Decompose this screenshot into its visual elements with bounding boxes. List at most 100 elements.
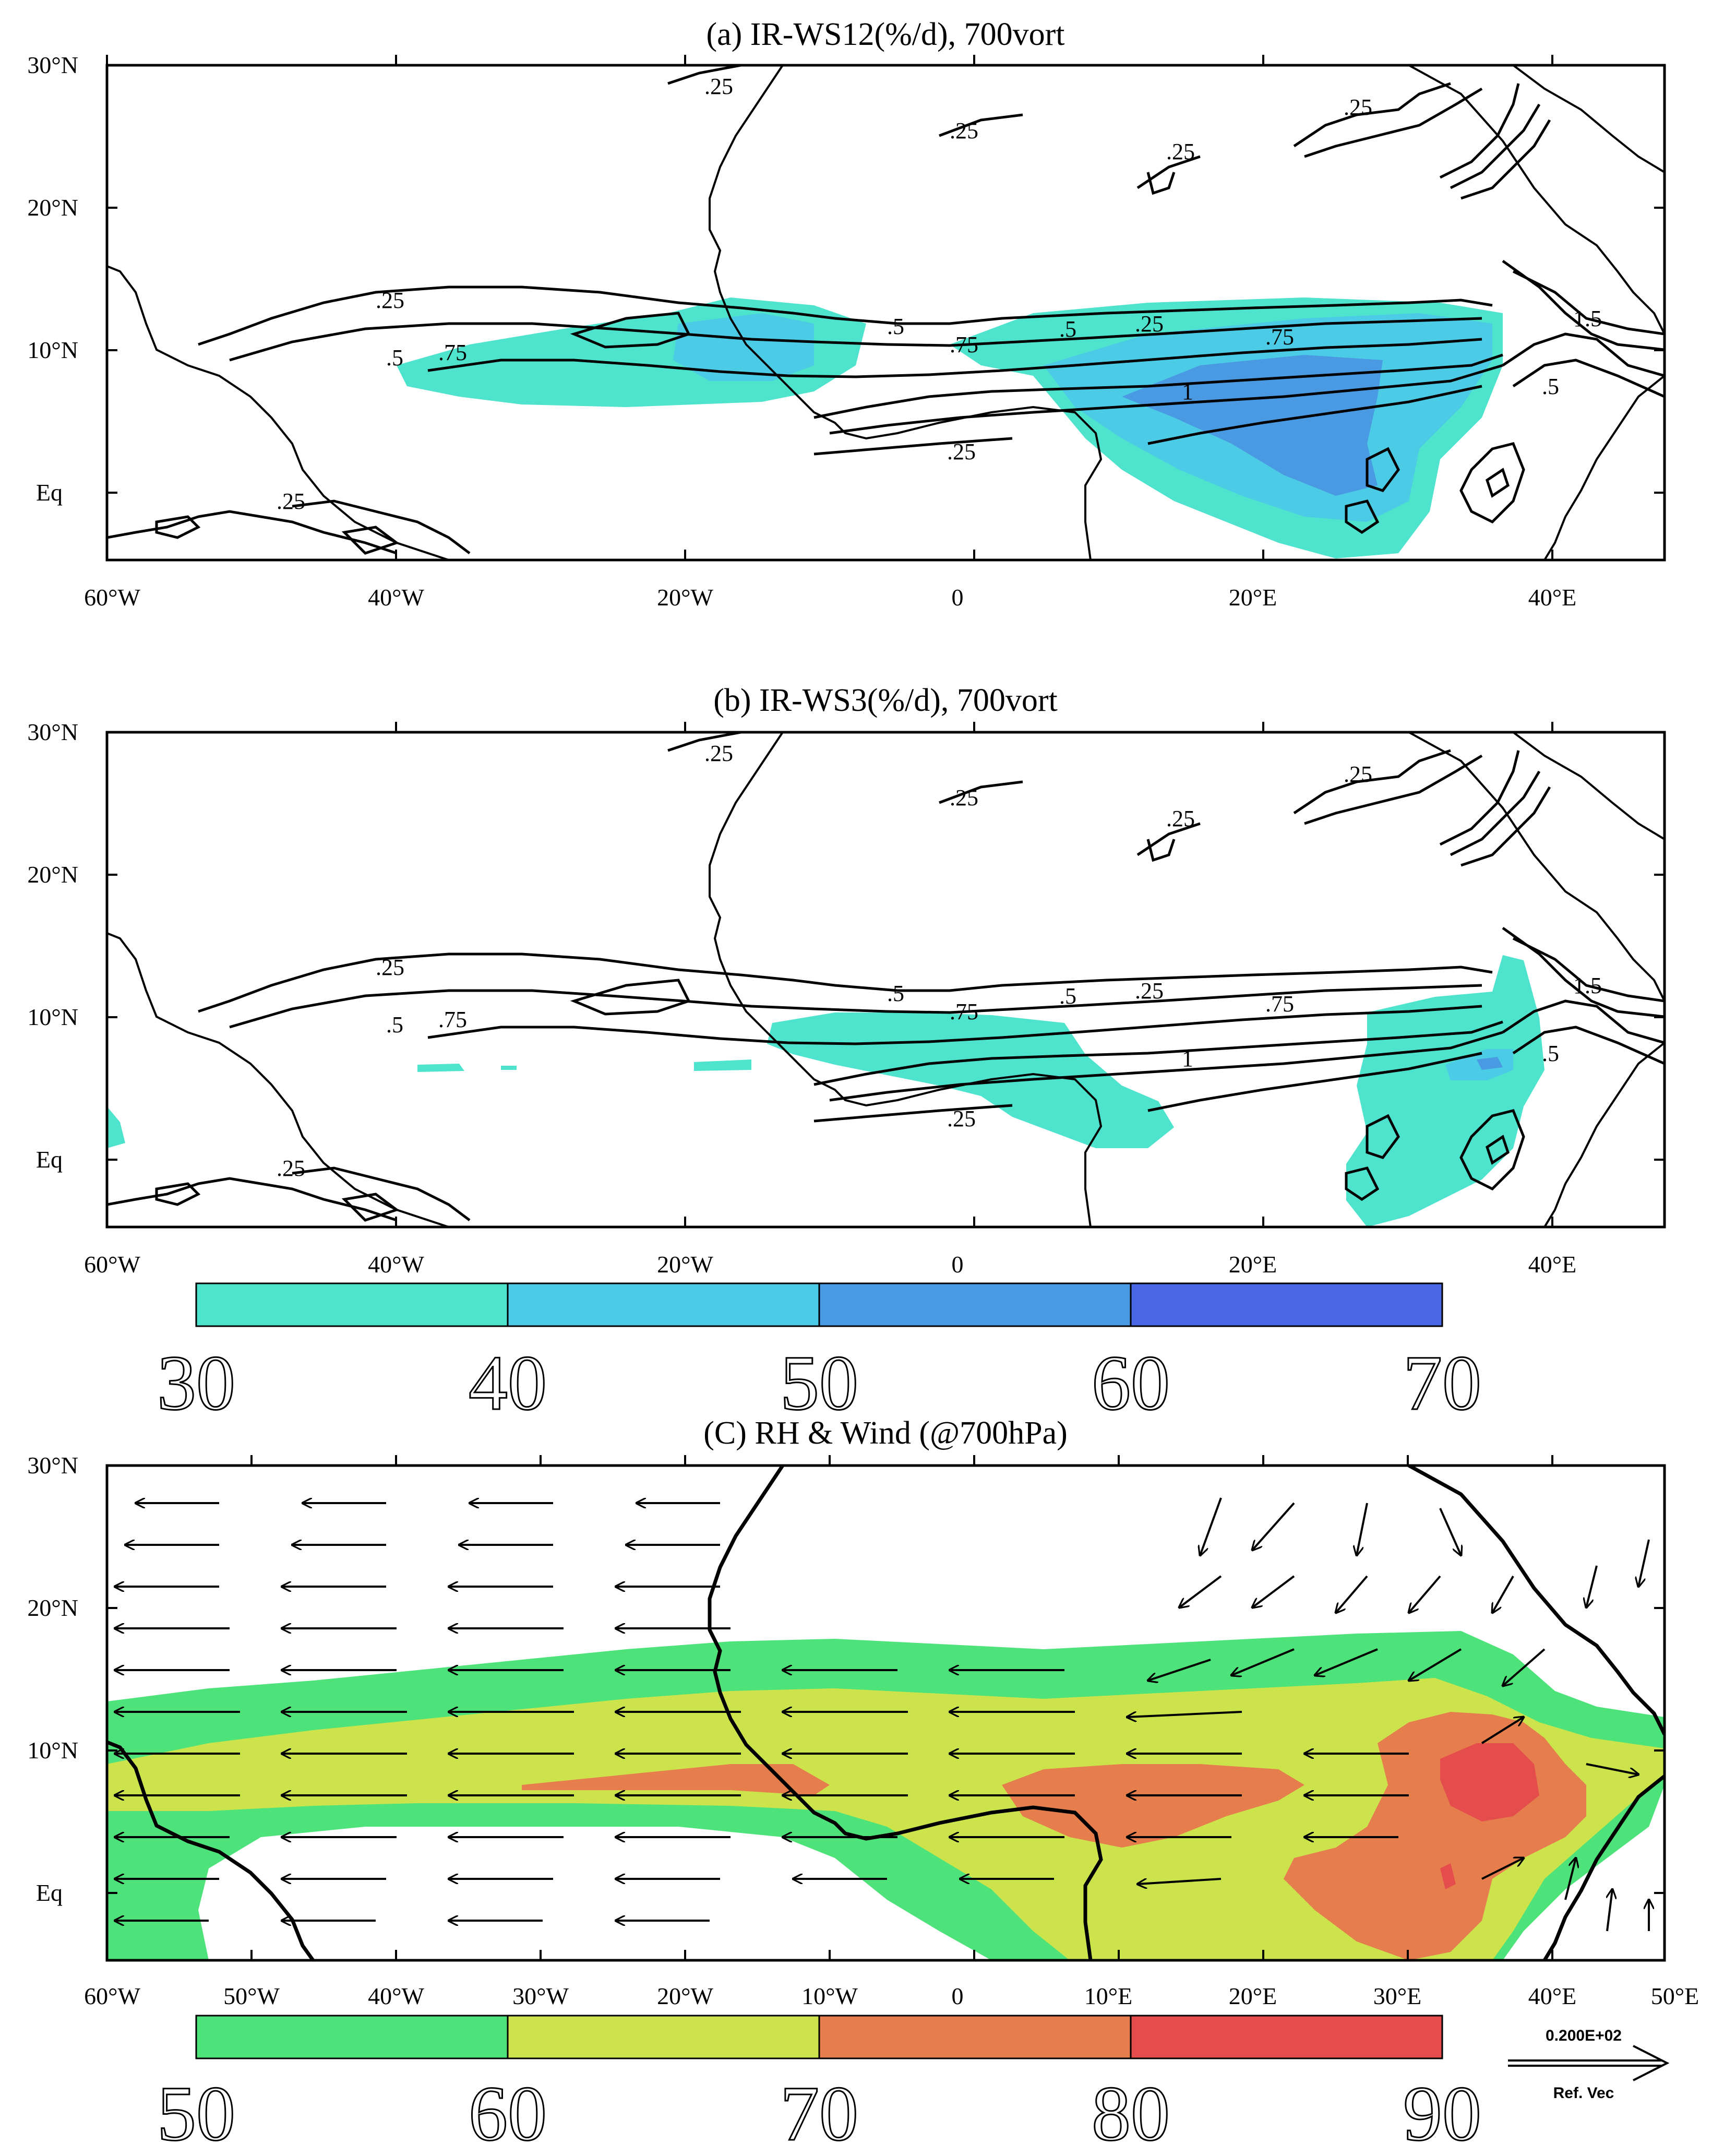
y-tick-label: Eq (36, 1879, 63, 1906)
contour-label: 1 (1182, 1046, 1193, 1071)
shade-30-40 (767, 1013, 1174, 1148)
x-tick-label: 60°W (84, 1251, 140, 1278)
x-tick-label: 40°E (1528, 1251, 1577, 1278)
contour-label: .25 (277, 489, 305, 514)
shade-30-40 (417, 1064, 464, 1072)
contour-label: .25 (704, 74, 733, 99)
panel-b-map: .25 .25 .25 .25 .25 .5 .75 .5 .75 .5 .25… (107, 732, 1665, 1227)
panel-c-x-ticks: 60°W 50°W 40°W 30°W 20°W 10°W 0 10°E 20°… (84, 1983, 1699, 2009)
rh-60-70 (107, 1678, 1665, 1960)
contour-label: .75 (1265, 991, 1294, 1017)
x-tick-label: 50°E (1651, 1983, 1699, 2009)
colorbar-1-swatch (1130, 1282, 1443, 1327)
y-tick-label: 20°N (27, 1594, 78, 1621)
colorbar-2-label: 80 (1092, 2070, 1170, 2156)
colorbar-1: 30 40 50 60 70 (157, 1282, 1482, 1427)
contour-label: .25 (704, 741, 733, 766)
x-tick-label: 40°E (1528, 1983, 1577, 2009)
colorbar-1-label: 50 (780, 1340, 858, 1426)
reference-arrow-icon (1508, 2045, 1670, 2081)
contour-label: .5 (887, 314, 904, 339)
contour-label: .75 (438, 340, 467, 365)
contour-label: .5 (386, 1012, 403, 1038)
x-tick-label: 0 (952, 1983, 964, 2009)
colorbar-1-label: 40 (469, 1340, 547, 1426)
panel-c-title: (C) RH & Wind (@700hPa) (703, 1415, 1068, 1451)
colorbar-2: 50 60 70 80 90 (157, 2015, 1482, 2156)
contour-label: .25 (947, 439, 976, 464)
x-tick-label: 30°E (1373, 1983, 1422, 2009)
panel-b-x-ticks: 60°W 40°W 20°W 0 20°E 40°E (84, 1251, 1576, 1278)
x-tick-label: 10°E (1084, 1983, 1133, 2009)
colorbar-2-label: 90 (1403, 2070, 1481, 2156)
contour-label: .25 (1344, 94, 1372, 120)
rh-70-80 (1002, 1764, 1304, 1848)
panel-b: (b) IR-WS3(%/d), 700vort (27, 683, 1666, 1278)
panel-a-contours (107, 65, 1665, 555)
contour-label: .25 (950, 118, 978, 144)
x-tick-label: 20°W (657, 584, 713, 611)
panel-a-x-ticks: 60°W 40°W 20°W 0 20°E 40°E (84, 584, 1576, 611)
panel-b-shading (107, 955, 1545, 1227)
rh-70-80 (522, 1764, 830, 1795)
y-tick-label: 30°N (27, 1452, 78, 1479)
reference-vector-value: 0.200E+02 (1546, 2027, 1622, 2044)
panel-c: (C) RH & Wind (@700hPa) (27, 1415, 1699, 2009)
y-tick-label: 10°N (27, 337, 78, 363)
y-tick-label: Eq (36, 1146, 63, 1173)
colorbar-1-swatch (507, 1282, 820, 1327)
y-tick-label: 30°N (27, 719, 78, 745)
colorbar-1-label: 60 (1092, 1340, 1170, 1426)
y-tick-label: 10°N (27, 1737, 78, 1764)
contour-label: .25 (277, 1156, 305, 1181)
colorbar-1-label: 70 (1403, 1340, 1481, 1426)
panel-a-frame (105, 64, 1666, 562)
panel-b-ticks (107, 722, 1665, 1227)
contour-label: .25 (376, 288, 404, 313)
contour-label: .5 (1059, 316, 1076, 342)
contour-label: .25 (1166, 806, 1195, 831)
panel-a-title: (a) IR-WS12(%/d), 700vort (707, 17, 1065, 52)
panel-c-wind-vectors (115, 1497, 1649, 1932)
shade-50-60 (1477, 1057, 1503, 1070)
panel-c-map (107, 1466, 1665, 1960)
colorbar-2-swatch (1130, 2015, 1443, 2059)
panel-a-coastlines (107, 65, 1665, 560)
x-tick-label: 40°W (368, 1251, 424, 1278)
contour-label: .25 (376, 955, 404, 980)
shade-30-40 (501, 1066, 517, 1070)
y-tick-label: 20°N (27, 861, 78, 888)
panel-a-shading (397, 297, 1503, 558)
contour-label: .75 (950, 999, 978, 1025)
panel-a-contour-labels: .25 .25 .25 .25 .25 .5 .75 .5 .75 .5 .25… (277, 74, 1602, 514)
contour-label: .25 (950, 785, 978, 811)
shade-30-40 (694, 1059, 751, 1071)
x-tick-label: 60°W (84, 584, 140, 611)
panel-b-contour-labels: .25 .25 .25 .25 .25 .5 .75 .5 .75 .5 .25… (277, 741, 1602, 1181)
shade-40-50 (673, 313, 814, 381)
x-tick-label: 0 (952, 1251, 964, 1278)
x-tick-label: 20°W (657, 1251, 713, 1278)
shade-30-40 (107, 1106, 125, 1148)
colorbar-2-label: 60 (469, 2070, 547, 2156)
colorbar-2-swatch (507, 2015, 820, 2059)
rh-80-90 (1440, 1863, 1456, 1889)
y-tick-label: Eq (36, 479, 63, 506)
contour-label: 1.5 (1573, 973, 1602, 998)
contour-label: .5 (1542, 374, 1559, 399)
colorbar-2-label: 70 (780, 2070, 858, 2156)
x-tick-label: 40°W (368, 1983, 424, 2009)
panel-b-frame (105, 731, 1666, 1229)
reference-vector-label: Ref. Vec (1553, 2084, 1614, 2102)
panel-b-title: (b) IR-WS3(%/d), 700vort (713, 683, 1057, 718)
contour-label: 1 (1182, 379, 1193, 404)
x-tick-label: 40°W (368, 584, 424, 611)
x-tick-label: 20°E (1229, 1983, 1277, 2009)
contour-label: .25 (1166, 139, 1195, 164)
x-tick-label: 50°W (223, 1983, 280, 2009)
x-tick-label: 20°E (1229, 584, 1277, 611)
contour-label: .25 (1135, 311, 1164, 337)
colorbar-2-swatch (818, 2015, 1132, 2059)
contour-label: .25 (947, 1106, 976, 1131)
colorbar-1-label: 30 (157, 1340, 235, 1426)
